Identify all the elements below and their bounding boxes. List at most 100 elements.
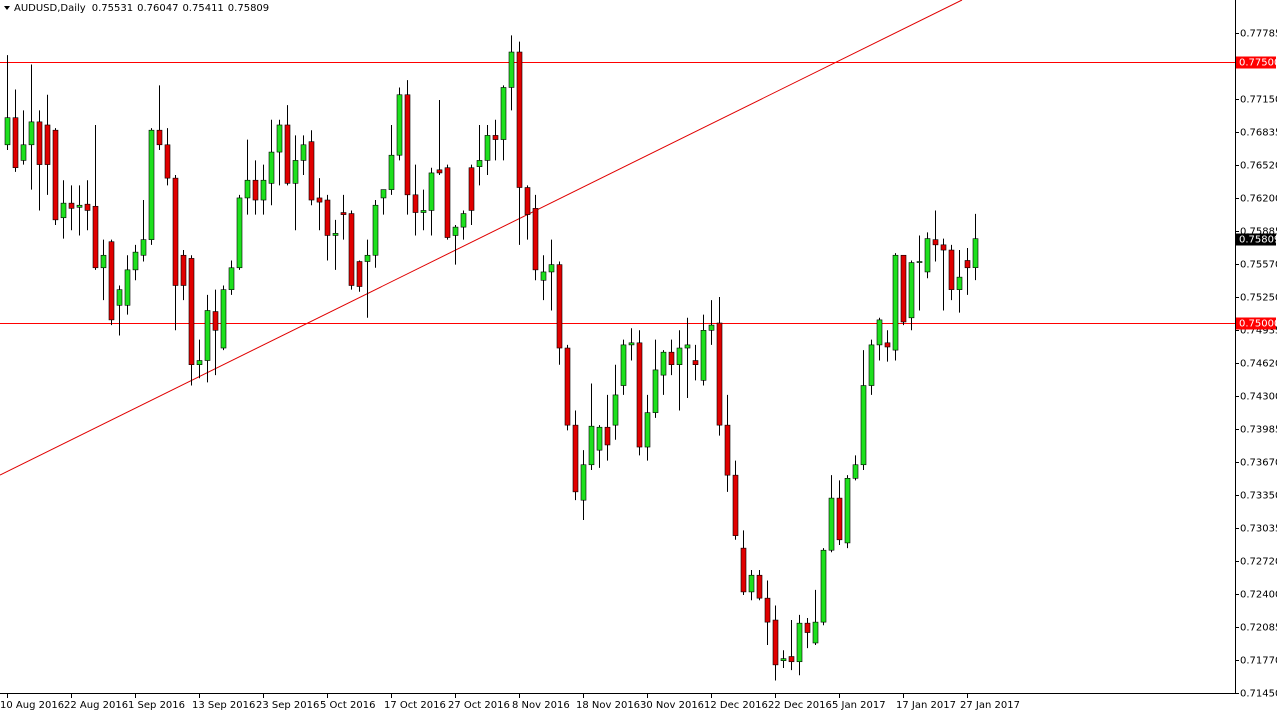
- candle: [380, 189, 387, 215]
- last-high: 0.76047: [137, 3, 178, 14]
- candle: [540, 255, 547, 301]
- candle-body: [540, 271, 547, 281]
- candle-body: [628, 342, 635, 346]
- candle: [588, 383, 595, 470]
- candle-body: [28, 121, 35, 146]
- candle-body: [660, 351, 667, 376]
- candle-body: [420, 210, 427, 213]
- candle-body: [508, 51, 515, 88]
- menu-icon[interactable]: [4, 6, 10, 10]
- candle: [292, 135, 299, 231]
- candle: [388, 124, 395, 195]
- candle: [580, 450, 587, 520]
- x-tick-label: 10 Aug 2016: [0, 700, 64, 711]
- candle: [948, 244, 955, 301]
- candle: [228, 260, 235, 295]
- y-tick-label: 0.77785: [1240, 29, 1277, 40]
- candle-body: [828, 497, 835, 551]
- candle-body: [756, 574, 763, 599]
- candle: [652, 339, 659, 418]
- candle: [668, 339, 675, 376]
- candle: [844, 475, 851, 549]
- candle-body: [164, 144, 171, 179]
- candle: [372, 200, 379, 268]
- candle: [612, 364, 619, 440]
- candle-body: [972, 238, 979, 268]
- candle: [340, 194, 347, 240]
- candle: [164, 128, 171, 186]
- candle: [836, 480, 843, 546]
- candle: [556, 261, 563, 365]
- last-close: 0.75809: [228, 3, 269, 14]
- candle: [316, 178, 323, 231]
- candle: [564, 344, 571, 431]
- candle: [156, 85, 163, 150]
- candle-body: [820, 549, 827, 623]
- candle: [460, 210, 467, 240]
- candle-body: [140, 239, 147, 256]
- candle-body: [492, 135, 499, 140]
- candle: [900, 254, 907, 326]
- candle: [796, 614, 803, 676]
- x-tick-label: 22 Aug 2016: [64, 700, 128, 711]
- last-open: 0.75531: [92, 3, 133, 14]
- candle-body: [564, 347, 571, 426]
- candle-body: [68, 202, 75, 209]
- candle: [660, 350, 667, 395]
- candle: [636, 330, 643, 456]
- candle-body: [220, 289, 227, 349]
- candle-body: [788, 656, 795, 663]
- candle: [604, 394, 611, 461]
- candle: [516, 41, 523, 245]
- candle: [756, 570, 763, 601]
- candle: [436, 99, 443, 176]
- candle-body: [268, 151, 275, 184]
- candle: [732, 460, 739, 540]
- candle: [876, 317, 883, 361]
- candle: [212, 289, 219, 376]
- current-price-label: 0.75809: [1239, 235, 1277, 246]
- candle: [204, 294, 211, 383]
- candle: [740, 530, 747, 596]
- candle-body: [172, 177, 179, 286]
- candle: [260, 164, 267, 215]
- candle-body: [500, 87, 507, 140]
- candle-body: [4, 117, 11, 146]
- candle-body: [852, 464, 859, 479]
- candle-body: [348, 213, 355, 286]
- candle-body: [956, 276, 963, 290]
- candle-body: [244, 179, 251, 199]
- candle-body: [884, 342, 891, 348]
- candle: [20, 110, 27, 165]
- candle-body: [940, 244, 947, 251]
- candle-body: [604, 426, 611, 446]
- chart-title: AUDUSD,Daily 0.75531 0.76047 0.75411 0.75809: [14, 3, 269, 14]
- candle-body: [684, 344, 691, 349]
- candle: [684, 317, 691, 399]
- candle-body: [292, 160, 299, 184]
- candle-body: [12, 117, 19, 169]
- candle-body: [844, 478, 851, 544]
- candle: [284, 105, 291, 186]
- candle: [772, 605, 779, 681]
- candle-body: [276, 124, 283, 153]
- candle-body: [444, 167, 451, 238]
- candle-body: [556, 264, 563, 349]
- candle-body: [228, 267, 235, 290]
- candle-body: [964, 260, 971, 269]
- candle: [252, 160, 259, 215]
- x-tick-label: 13 Sep 2016: [192, 700, 255, 711]
- candle: [12, 89, 19, 172]
- candle: [196, 339, 203, 379]
- candle-body: [876, 319, 883, 346]
- candle: [500, 85, 507, 161]
- candle-body: [260, 179, 267, 201]
- candle-body: [452, 226, 459, 236]
